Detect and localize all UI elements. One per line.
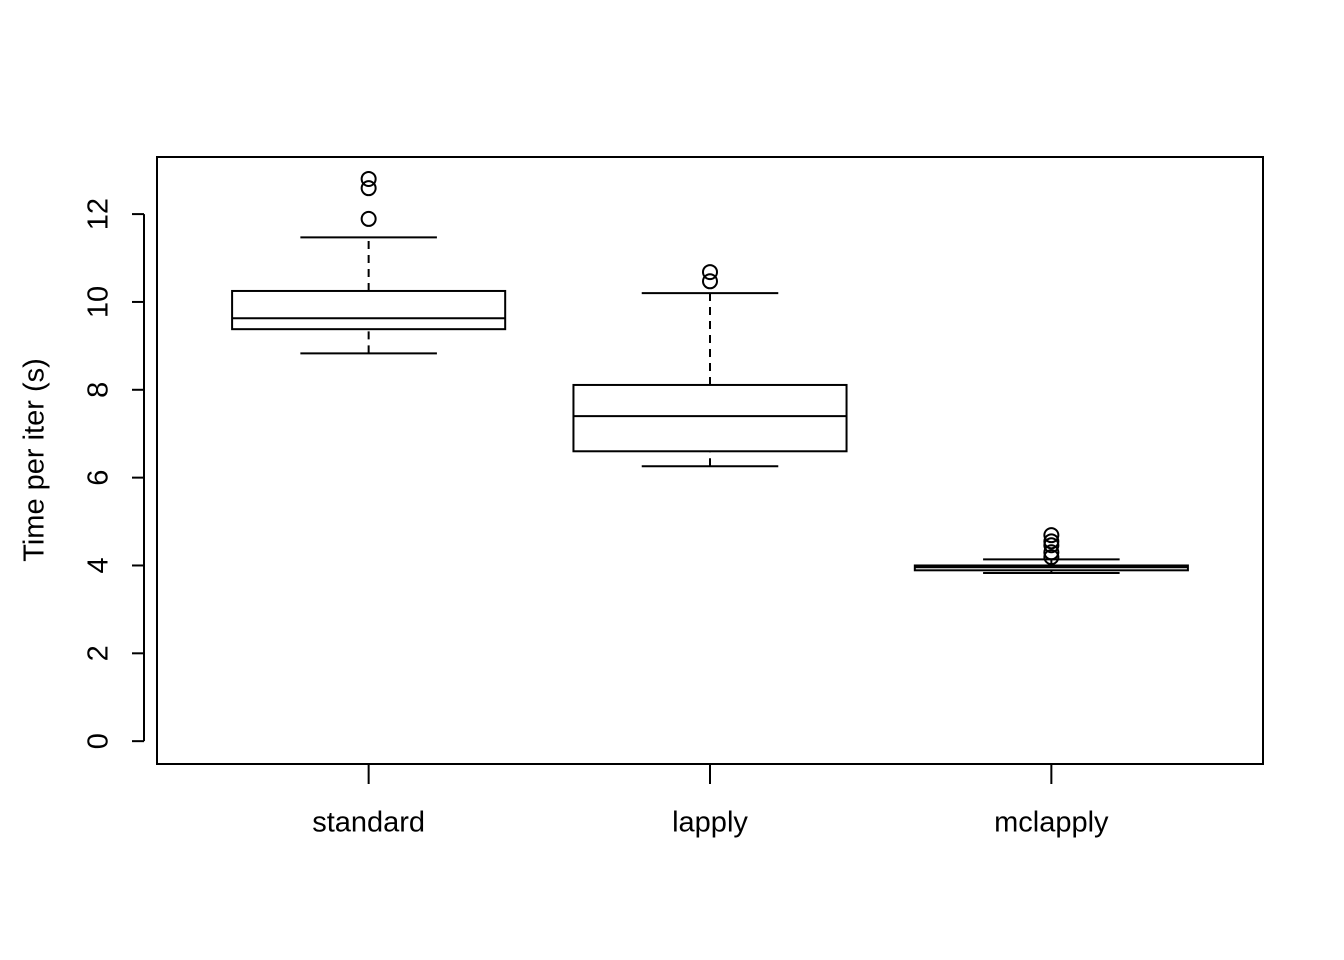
box xyxy=(572,383,848,453)
outlier xyxy=(702,264,718,281)
outlier xyxy=(1043,544,1060,561)
outlier xyxy=(1043,533,1060,550)
box xyxy=(231,289,507,331)
y-axis-label: Time per iter (s) xyxy=(19,358,51,562)
outlier xyxy=(1043,527,1060,544)
outlier xyxy=(702,273,718,290)
outlier xyxy=(1043,537,1060,554)
outlier xyxy=(360,170,377,187)
outlier xyxy=(360,180,377,197)
x-tick-label: lapply xyxy=(672,807,748,839)
x-tick-label: standard xyxy=(312,807,425,839)
outlier xyxy=(360,210,377,227)
y-tick-label: 2 xyxy=(83,645,115,661)
y-tick-label: 12 xyxy=(83,198,115,230)
y-tick-label: 8 xyxy=(83,382,115,398)
y-tick-label: 0 xyxy=(83,733,115,749)
x-tick-label: mclapply xyxy=(994,807,1109,839)
y-tick-label: 4 xyxy=(83,557,115,573)
y-tick-label: 6 xyxy=(83,470,115,486)
y-tick-label: 10 xyxy=(83,286,115,318)
outlier xyxy=(1043,549,1060,566)
